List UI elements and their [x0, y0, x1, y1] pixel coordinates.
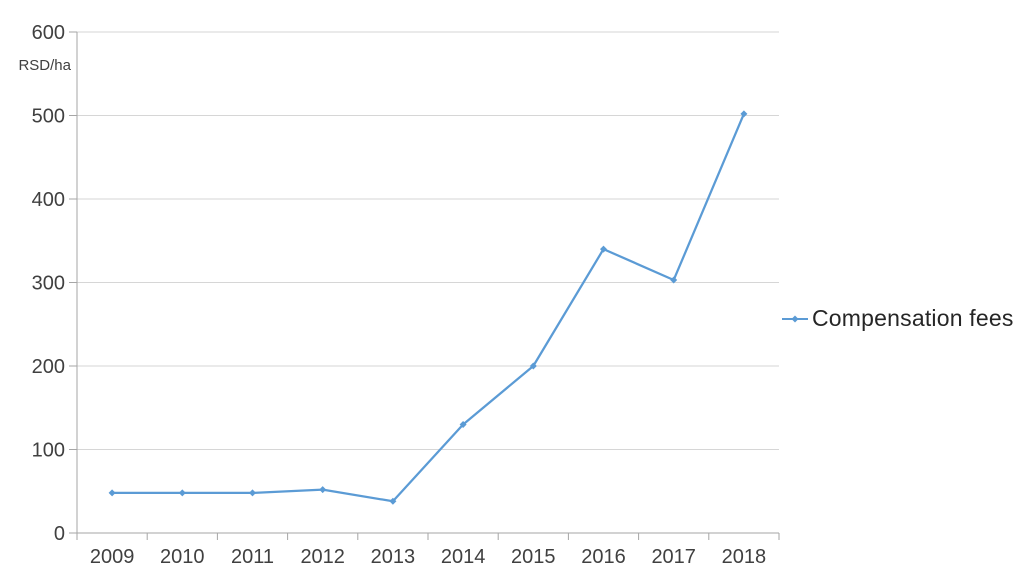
y-axis-unit-label: RSD/ha [18, 57, 71, 74]
y-tick-label-0: 0 [54, 523, 65, 545]
axes [69, 31, 780, 540]
y-tick-label-500: 500 [32, 106, 65, 128]
data-point-2017 [670, 276, 678, 284]
x-tick-label-2017: 2017 [651, 546, 696, 568]
x-tick-label-2013: 2013 [371, 546, 416, 568]
data-point-2009 [108, 489, 116, 497]
legend-line-marker [782, 315, 808, 322]
x-tick-label-2016: 2016 [581, 546, 626, 568]
y-tick-label-600: 600 [32, 22, 65, 44]
legend: Compensation fees [781, 305, 1014, 332]
y-axis-tick-labels: 0 100 200 300 400 500 600 [32, 22, 65, 545]
data-point-2018 [740, 110, 748, 118]
x-tick-label-2012: 2012 [300, 546, 345, 568]
data-point-2015 [529, 362, 537, 370]
gridlines [77, 31, 779, 450]
x-tick-label-2015: 2015 [511, 546, 556, 568]
y-tick-label-100: 100 [32, 440, 65, 462]
data-point-2014 [459, 420, 467, 428]
y-tick-label-200: 200 [32, 356, 65, 378]
x-tick-label-2009: 2009 [90, 546, 135, 568]
x-tick-label-2010: 2010 [160, 546, 205, 568]
data-point-2011 [249, 489, 256, 497]
y-tick-label-300: 300 [32, 273, 65, 295]
data-point-2013 [389, 497, 397, 505]
series-line [112, 113, 745, 503]
data-point-2012 [319, 486, 327, 494]
data-point-2016 [600, 245, 607, 253]
y-tick-label-400: 400 [32, 189, 65, 211]
x-tick-label-2014: 2014 [441, 546, 486, 568]
x-axis-tick-labels: 2009 2010 2011 2012 2013 2014 2015 2016 2017 2018 [90, 546, 766, 568]
legend-label: Compensation fees [812, 305, 1014, 331]
x-tick-label-2011: 2011 [231, 546, 274, 568]
data-point-2010 [178, 489, 186, 497]
x-tick-label-2018: 2018 [722, 546, 767, 568]
series-compensation-fees [108, 110, 748, 505]
